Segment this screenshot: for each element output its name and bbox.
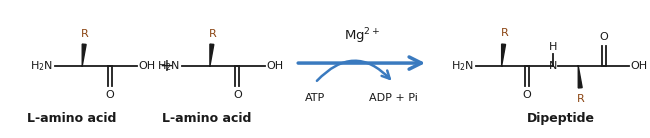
- Text: O: O: [523, 90, 532, 100]
- Polygon shape: [502, 44, 506, 66]
- Polygon shape: [210, 44, 214, 66]
- Text: O: O: [233, 90, 242, 100]
- Text: R: R: [81, 29, 89, 39]
- Text: H$_2$N: H$_2$N: [30, 59, 53, 73]
- Text: H: H: [549, 42, 557, 52]
- Text: R: R: [209, 29, 216, 39]
- Text: ADP + Pi: ADP + Pi: [369, 93, 418, 103]
- Text: OH: OH: [138, 61, 155, 71]
- Text: H$_2$N: H$_2$N: [451, 59, 474, 73]
- Text: R: R: [500, 28, 508, 38]
- Text: L-amino acid: L-amino acid: [27, 112, 116, 125]
- Text: Mg$^{2+}$: Mg$^{2+}$: [344, 27, 380, 46]
- Text: +: +: [159, 57, 173, 75]
- Text: Dipeptide: Dipeptide: [526, 112, 595, 125]
- Text: L-amino acid: L-amino acid: [162, 112, 252, 125]
- Text: N: N: [549, 61, 557, 71]
- Text: OH: OH: [266, 61, 283, 71]
- Text: R: R: [577, 94, 585, 104]
- Text: O: O: [105, 90, 114, 100]
- Polygon shape: [578, 66, 582, 88]
- Text: H$_2$N: H$_2$N: [157, 59, 181, 73]
- Text: O: O: [599, 32, 608, 42]
- Text: ATP: ATP: [305, 93, 325, 103]
- Polygon shape: [82, 44, 86, 66]
- Text: OH: OH: [630, 61, 647, 71]
